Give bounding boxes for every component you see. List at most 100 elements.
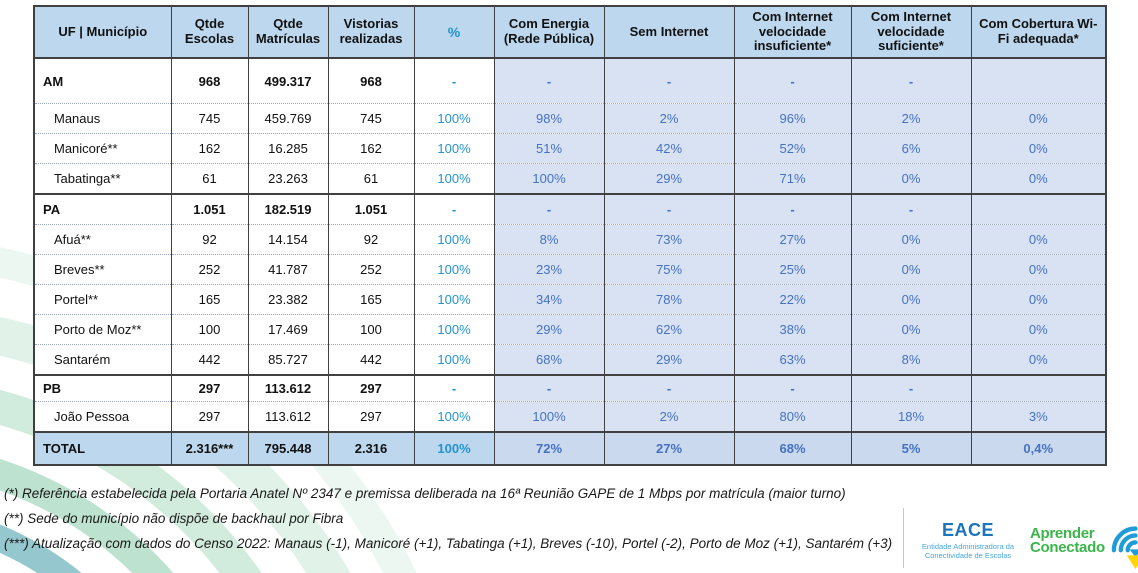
table-cell: 162 [327,133,414,164]
table-cell: 0% [850,284,971,315]
column-header-qtde-matriculas: Qtde Matrículas [247,6,328,59]
table-cell: Manaus [33,103,171,134]
table-cell: - [850,374,971,402]
table-cell: 1.051 [170,193,248,225]
table-cell: João Pessoa [33,401,171,432]
table-header-row: UF | Município Qtde Escolas Qtde Matrícu… [33,6,1106,59]
table-cell: - [413,193,494,225]
table-cell: 459.769 [247,103,328,134]
table-cell: - [850,193,971,225]
table-cell: Tabatinga** [33,163,171,194]
table-cell: 68% [733,431,851,465]
table-cell: 499.317 [247,57,328,104]
table-cell: 29% [603,344,734,375]
table-cell: 22% [733,284,851,315]
table-cell: 795.448 [247,431,328,465]
table-cell: 63% [733,344,851,375]
table-cell: 68% [493,344,604,375]
table-cell: 25% [733,254,851,285]
table-cell [970,193,1106,225]
table-cell: 23% [493,254,604,285]
column-header-internet-insuficiente: Com Internet velocidade insuficiente* [733,6,851,59]
table-cell: Santarém [33,344,171,375]
table-cell: 72% [493,431,604,465]
table-cell: 0% [970,224,1106,255]
table-cell [970,374,1106,402]
eace-logo-subtitle: Entidade Administradora da Conectividade… [912,542,1024,561]
column-header-percent: % [413,6,494,59]
table-cell: 38% [733,314,851,345]
table-cell: 41.787 [247,254,328,285]
footnote-triple-asterisk: (***) Atualização com dados do Censo 202… [4,536,893,551]
table-cell: Porto de Moz** [33,314,171,345]
table-row-tabatinga: Tabatinga** 61 23.263 61 100% 100% 29% 71% 0% 0% [33,163,1106,194]
table-row-total: TOTAL 2.316*** 795.448 2.316 100% 72% 27% 68% 5%… [33,431,1106,465]
table-cell: PA [33,193,171,225]
table-cell: 252 [327,254,414,285]
footnote-double-asterisk: (**) Sede do município não dispõe de bac… [4,511,344,526]
table-cell: 27% [733,224,851,255]
table-cell [970,57,1106,104]
table-cell: 442 [327,344,414,375]
table-cell: 0% [970,103,1106,134]
table-cell: 162 [170,133,248,164]
table-cell: 968 [327,57,414,104]
table-cell: TOTAL [33,431,171,465]
table-cell: 100% [413,344,494,375]
table-cell: - [413,374,494,402]
table-row-santarem: Santarém 442 85.727 442 100% 68% 29% 63% 8% 0% [33,344,1106,375]
table-cell: 17.469 [247,314,328,345]
table-cell: 100% [493,401,604,432]
table-cell: 80% [733,401,851,432]
table-cell: - [733,374,851,402]
table-cell: 0% [970,133,1106,164]
table-cell: 100% [413,254,494,285]
table-cell: 2.316 [327,431,414,465]
column-header-sem-internet: Sem Internet [603,6,734,59]
table-cell: 29% [603,163,734,194]
aprender-conectado-wordmark: Aprender Conectado [1030,526,1105,556]
table-cell: - [493,57,604,104]
table-cell: 52% [733,133,851,164]
table-cell: 29% [493,314,604,345]
table-cell: 96% [733,103,851,134]
table-cell: 100% [413,284,494,315]
table-cell: 23.263 [247,163,328,194]
table-row-am: AM 968 499.317 968- - - - - [33,57,1106,104]
column-header-internet-suficiente: Com Internet velocidade suficiente* [850,6,971,59]
column-header-uf-municipio: UF | Município [33,6,171,59]
table-cell: 113.612 [247,374,328,402]
table-cell: 85.727 [247,344,328,375]
table-cell: 165 [170,284,248,315]
table-cell: 100% [413,314,494,345]
table-cell: 0% [970,344,1106,375]
connectivity-table-wrapper: UF | Município Qtde Escolas Qtde Matrícu… [33,5,1107,466]
table-cell: 16.285 [247,133,328,164]
aprender-conectado-logo: Aprender Conectado [1030,518,1138,572]
table-cell: 0% [970,284,1106,315]
table-cell: 78% [603,284,734,315]
table-cell: 34% [493,284,604,315]
table-cell: 252 [170,254,248,285]
table-cell: 0% [850,163,971,194]
column-header-vistorias: Vistorias realizadas [327,6,414,59]
table-cell: Portel** [33,284,171,315]
wifi-pencil-icon [1111,526,1138,570]
footnote-asterisk: (*) Referência estabelecida pela Portari… [4,486,846,501]
table-cell: 71% [733,163,851,194]
table-cell: 100% [413,133,494,164]
table-cell: 2% [850,103,971,134]
table-cell: 0% [970,254,1106,285]
table-cell: 442 [170,344,248,375]
table-cell: 6% [850,133,971,164]
table-cell: 2% [603,103,734,134]
table-cell: - [850,57,971,104]
column-header-wifi-adequada: Com Cobertura Wi-Fi adequada* [970,6,1106,59]
table-cell: 8% [850,344,971,375]
table-cell: 297 [327,401,414,432]
table-cell: 297 [327,374,414,402]
table-cell: 73% [603,224,734,255]
table-cell: 297 [170,401,248,432]
table-cell: - [603,374,734,402]
